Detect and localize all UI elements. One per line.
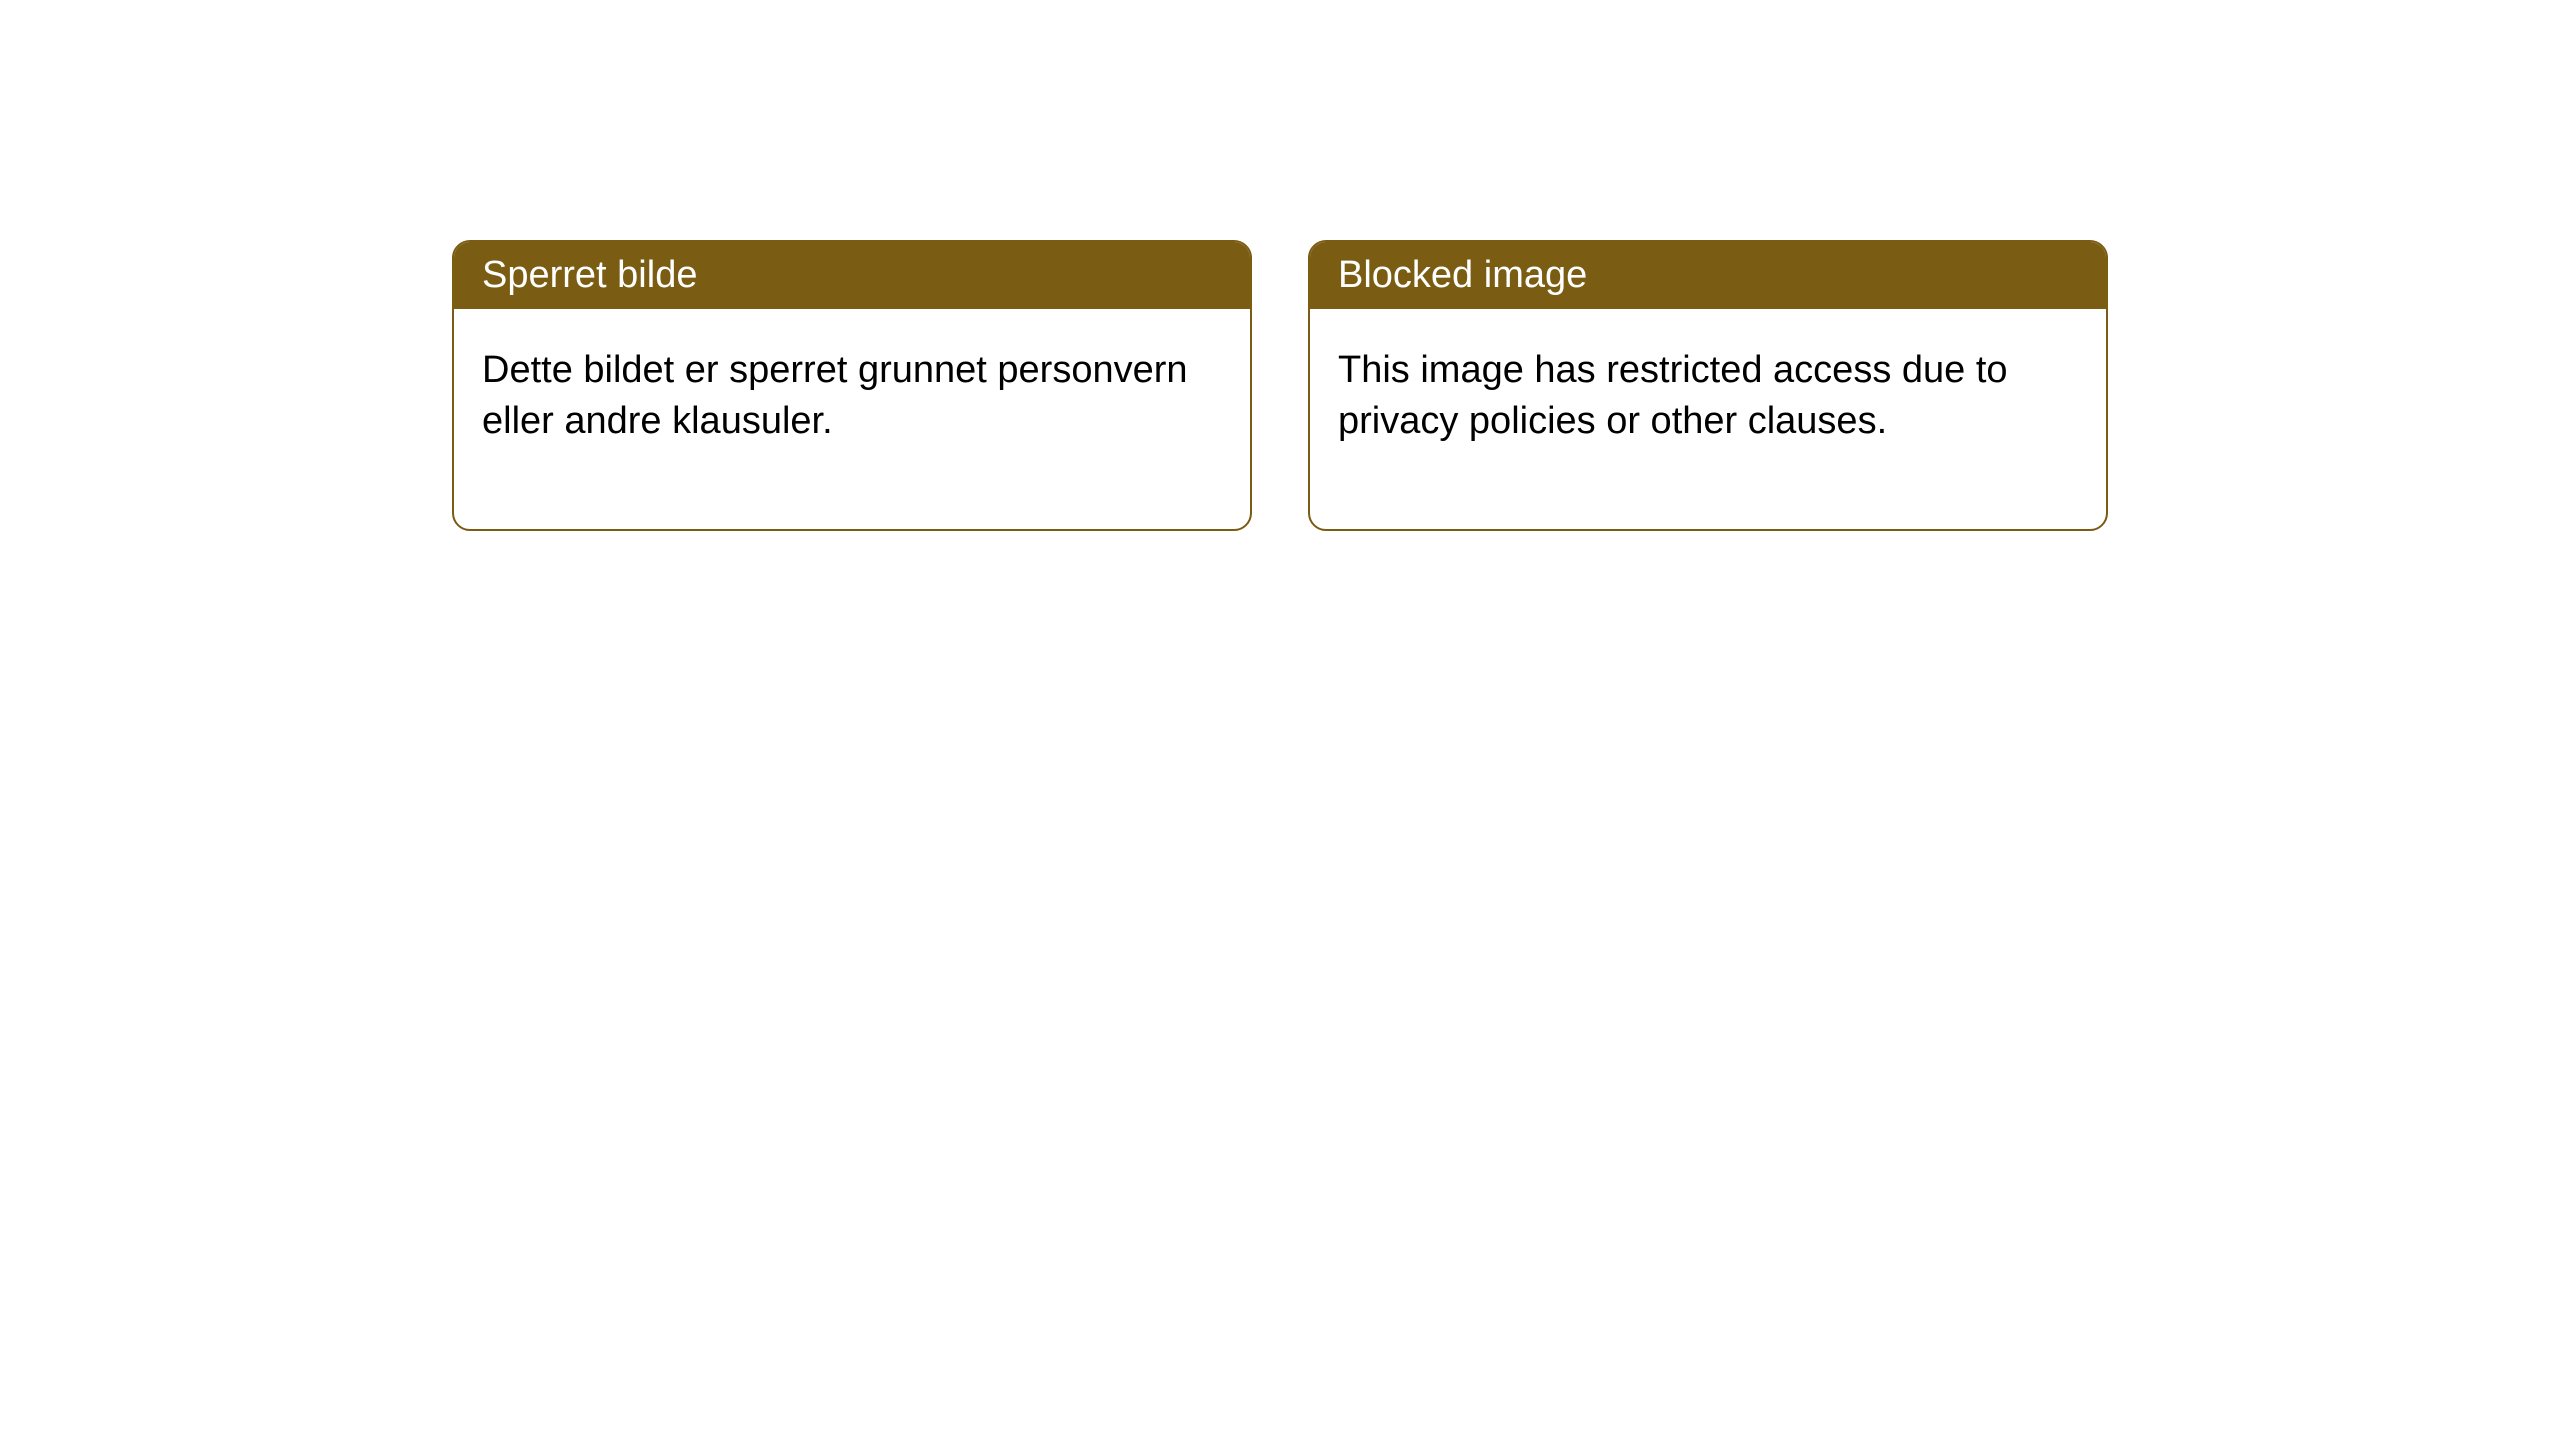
notice-header: Sperret bilde [454,242,1250,309]
notice-title: Blocked image [1338,254,1587,296]
notice-body: This image has restricted access due to … [1310,309,2106,529]
notice-card-norwegian: Sperret bilde Dette bildet er sperret gr… [452,240,1252,531]
notice-container: Sperret bilde Dette bildet er sperret gr… [0,0,2560,531]
notice-card-english: Blocked image This image has restricted … [1308,240,2108,531]
notice-body: Dette bildet er sperret grunnet personve… [454,309,1250,529]
notice-message: Dette bildet er sperret grunnet personve… [482,349,1188,442]
notice-message: This image has restricted access due to … [1338,349,2008,442]
notice-header: Blocked image [1310,242,2106,309]
notice-title: Sperret bilde [482,254,697,296]
